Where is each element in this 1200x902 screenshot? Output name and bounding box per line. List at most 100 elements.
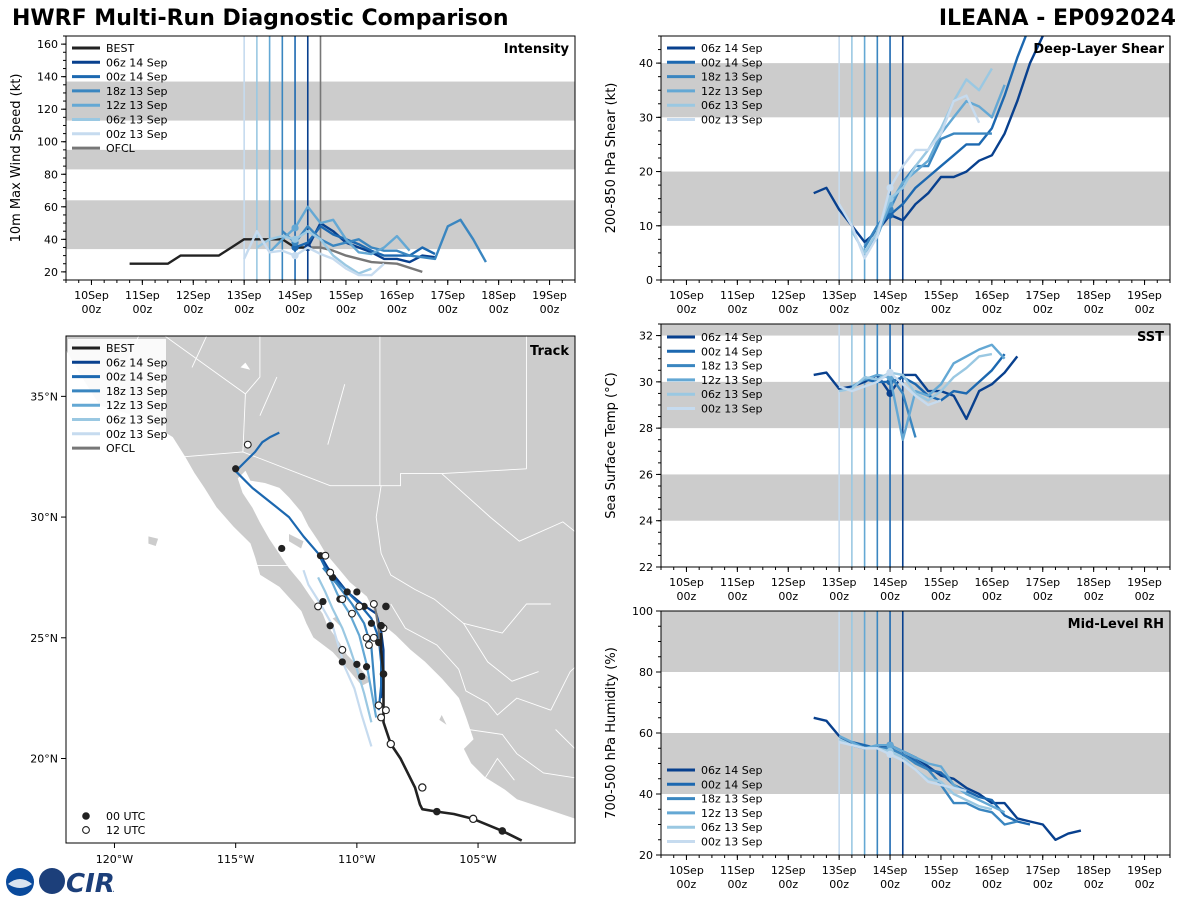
y-tick-label: 20 <box>639 166 653 179</box>
y-tick-label: 60 <box>44 201 58 214</box>
land-island <box>289 534 304 549</box>
x-tick-label: 00z <box>285 303 305 316</box>
best-point-00z <box>379 670 388 678</box>
legend-label: 12z 13 Sep <box>106 399 168 412</box>
y-tick-label: 100 <box>632 605 653 618</box>
best-point-12z <box>418 783 427 792</box>
map-border <box>555 729 575 750</box>
legend-label: 00z 14 Sep <box>701 778 763 791</box>
legend-label: 06z 13 Sep <box>701 821 763 834</box>
x-tick-label: 00z <box>1135 878 1155 891</box>
x-tick-label: 16Sep <box>974 864 1009 877</box>
x-tick-label: 00z <box>183 303 203 316</box>
best-point-12z <box>469 814 478 824</box>
land-mainland <box>66 336 575 820</box>
series-line <box>851 343 1006 441</box>
track-point-12z <box>243 440 252 449</box>
x-tick-label: 110°W <box>338 853 375 866</box>
legend-label: 06z 14 Sep <box>106 356 168 369</box>
shaded-band <box>661 63 1170 118</box>
legend-label: BEST <box>106 42 134 55</box>
x-tick-label: 00z <box>880 590 900 603</box>
y-tick-label: 35°N <box>30 390 58 403</box>
x-tick-label: 00z <box>778 878 798 891</box>
storm-id: ILEANA - EP092024 <box>938 6 1176 31</box>
legend-label: 00z 13 Sep <box>106 428 168 441</box>
series-line <box>838 94 981 260</box>
track-point-00z <box>338 658 346 666</box>
legend-label: 12z 13 Sep <box>701 374 763 387</box>
x-tick-label: 00z <box>1084 303 1104 316</box>
x-tick-label: 10Sep <box>74 289 109 302</box>
track-point-00z <box>353 660 361 668</box>
x-tick-label: 12Sep <box>771 289 806 302</box>
x-tick-label: 00z <box>880 878 900 891</box>
series-line <box>294 225 436 257</box>
track-point-12z <box>338 595 347 604</box>
track-point-12z <box>374 701 383 710</box>
track-point-00z <box>343 588 351 596</box>
track-point-12z <box>355 602 364 611</box>
x-tick-label: 15Sep <box>924 289 959 302</box>
svg-text:CIRA: CIRA <box>66 869 114 898</box>
x-tick-label: 10Sep <box>669 576 704 589</box>
x-tick-label: 14Sep <box>873 864 908 877</box>
map-border <box>259 376 278 416</box>
x-tick-label: 00z <box>438 303 458 316</box>
y-tick-label: 30°N <box>30 511 58 524</box>
series-init-marker <box>886 741 894 749</box>
track-point-00z <box>278 544 286 553</box>
track-point-00z <box>353 588 361 596</box>
legend-label: 06z 13 Sep <box>701 99 763 112</box>
panel-frame <box>65 335 576 844</box>
x-tick-label: 17Sep <box>1025 864 1060 877</box>
track-point-00z <box>319 597 327 606</box>
x-tick-label: 19Sep <box>1127 864 1162 877</box>
series-line <box>281 218 487 263</box>
shaded-band <box>661 611 1170 672</box>
y-tick-label: 80 <box>639 666 653 679</box>
series-line <box>243 229 385 277</box>
x-tick-label: 00z <box>489 303 509 316</box>
x-tick-label: 00z <box>982 590 1002 603</box>
legend-label: 00z 13 Sep <box>106 128 168 141</box>
y-tick-label: 140 <box>37 71 58 84</box>
legend-label: 06z 13 Sep <box>701 388 763 401</box>
panel-mid-level-rh: 2040608010010Sep00z11Sep00z12Sep00z13Sep… <box>604 605 1171 891</box>
panel-title: Deep-Layer Shear <box>1033 42 1164 57</box>
y-tick-label: 40 <box>639 788 653 801</box>
series-line <box>838 740 967 793</box>
track-point-12z <box>348 609 356 618</box>
y-tick-label: 100 <box>37 136 58 149</box>
panel-title: Mid-Level RH <box>1068 617 1164 632</box>
x-tick-label: 14Sep <box>873 289 908 302</box>
panel-title: Track <box>530 344 569 359</box>
x-tick-label: 18Sep <box>1076 864 1111 877</box>
track-line <box>326 572 378 718</box>
legend-box <box>68 339 166 457</box>
y-tick-label: 24 <box>639 515 653 528</box>
best-point-12z <box>386 739 395 749</box>
x-tick-label: 15Sep <box>924 576 959 589</box>
legend-marker-12z <box>82 826 90 834</box>
x-tick-label: 00z <box>829 878 849 891</box>
y-tick-label: 20 <box>44 266 58 279</box>
land-island <box>439 715 447 725</box>
x-tick-label: 15Sep <box>924 864 959 877</box>
track-point-00z <box>362 663 371 671</box>
map-lake <box>240 362 251 370</box>
legend-label: 00z 14 Sep <box>701 56 763 69</box>
legend-label: 06z 14 Sep <box>106 56 168 69</box>
map-border <box>184 451 575 542</box>
series-init-marker <box>886 750 894 758</box>
y-tick-label: 30 <box>639 111 653 124</box>
track-point-00z <box>232 465 240 473</box>
y-tick-label: 40 <box>639 57 653 70</box>
y-tick-label: 20 <box>639 849 653 862</box>
track-line <box>302 569 373 747</box>
x-tick-label: 13Sep <box>822 289 857 302</box>
map-border <box>375 485 551 634</box>
panel-title: Intensity <box>504 42 570 57</box>
legend-label: OFCL <box>106 142 136 155</box>
x-tick-label: 11Sep <box>720 576 755 589</box>
